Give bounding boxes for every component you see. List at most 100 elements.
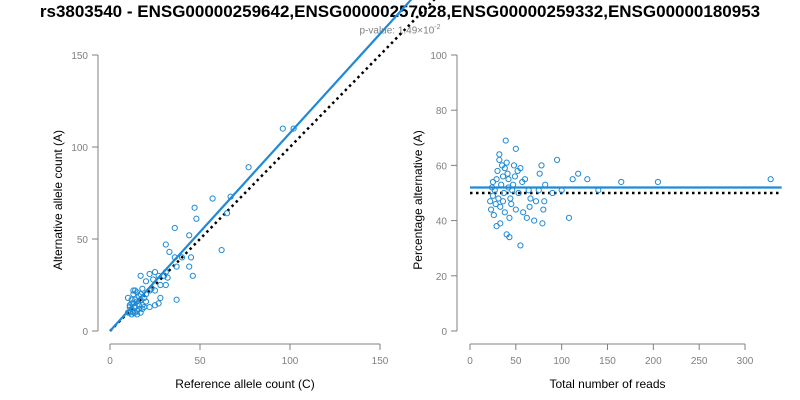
data-point: [515, 189, 522, 197]
data-point: [171, 224, 178, 232]
data-point: [538, 162, 545, 169]
data-point: [141, 294, 148, 301]
data-point: [139, 302, 146, 309]
data-point: [565, 214, 573, 221]
data-point: [124, 294, 132, 301]
data-point: [130, 291, 137, 298]
data-point: [517, 242, 524, 249]
data-point: [130, 287, 137, 294]
data-point: [150, 276, 157, 283]
data-point: [130, 300, 137, 307]
data-point: [164, 274, 171, 281]
data-point: [209, 195, 216, 202]
data-point: [512, 206, 519, 213]
data-point: [137, 291, 144, 298]
data-point: [507, 195, 514, 202]
data-point: [146, 303, 153, 311]
data-point: [500, 189, 508, 197]
data-point: [135, 305, 142, 313]
reference-line: [109, 0, 436, 332]
data-point: [141, 303, 148, 311]
fit-line: [109, 0, 413, 332]
data-point: [126, 303, 133, 311]
data-point: [146, 270, 153, 278]
x-tick-label: 150: [599, 356, 616, 367]
data-point: [132, 287, 139, 294]
pvalue-subtitle: p-value: 1.49×10-2: [0, 24, 800, 36]
data-point: [151, 302, 159, 309]
data-point: [133, 307, 141, 314]
data-point: [139, 305, 146, 313]
data-point: [497, 203, 504, 210]
data-point: [558, 187, 565, 194]
data-point: [193, 215, 200, 222]
data-point: [532, 198, 540, 205]
data-point: [508, 200, 515, 208]
x-tick-label: 100: [282, 356, 299, 367]
data-point: [767, 176, 774, 183]
pvalue-text: p-value: 1.49×10: [359, 25, 435, 37]
data-point: [506, 214, 513, 221]
x-tick-label: 0: [467, 356, 473, 367]
chart-1: 0 50 100 150 0 50 100 150 Reference allele count…: [51, 0, 436, 391]
data-point: [186, 232, 193, 239]
data-point: [497, 220, 504, 227]
data-point: [527, 195, 534, 202]
data-point: [128, 296, 135, 303]
data-point: [151, 287, 159, 294]
data-point: [505, 176, 512, 183]
data-point: [549, 189, 556, 197]
y-tick-label: 20: [436, 272, 448, 283]
data-point: [501, 165, 508, 172]
data-point: [148, 285, 155, 292]
data-point: [124, 309, 132, 316]
y-tick-label: 80: [436, 106, 448, 117]
data-point: [166, 248, 173, 255]
data-point: [542, 181, 549, 188]
y-tick-label: 40: [436, 217, 448, 228]
data-point: [496, 156, 503, 163]
data-point: [493, 223, 500, 230]
data-point: [491, 187, 498, 194]
data-point: [575, 170, 582, 177]
data-point: [541, 198, 548, 205]
x-tick-label: 0: [107, 356, 113, 367]
data-point: [142, 278, 150, 285]
y-axis-title: Alternative allele count (A): [51, 130, 65, 270]
data-point: [517, 165, 524, 172]
data-point: [499, 173, 507, 180]
data-point: [496, 151, 503, 158]
data-point: [162, 269, 169, 276]
data-point: [553, 156, 561, 163]
x-tick-label: 100: [553, 356, 570, 367]
data-point: [654, 178, 662, 186]
data-point: [279, 125, 286, 132]
data-point: [155, 272, 162, 279]
data-point: [569, 176, 576, 183]
data-point: [490, 211, 497, 219]
data-point: [132, 309, 139, 316]
x-tick-label: 300: [737, 356, 754, 367]
data-point: [189, 272, 196, 279]
data-point: [494, 167, 501, 175]
y-axis-title: Percentage alternative (A): [411, 130, 425, 269]
x-tick-label: 50: [194, 356, 206, 367]
data-point: [178, 254, 186, 261]
y-tick-label: 100: [71, 143, 88, 154]
data-point: [584, 176, 591, 183]
data-point: [139, 285, 146, 292]
x-tick-label: 200: [645, 356, 662, 367]
y-tick-label: 100: [430, 51, 447, 62]
data-point: [135, 292, 142, 300]
data-point: [510, 162, 518, 169]
data-point: [504, 170, 511, 177]
data-point: [595, 187, 602, 194]
data-point: [502, 137, 509, 144]
data-point: [186, 263, 193, 270]
y-tick-label: 150: [71, 51, 88, 62]
data-point: [151, 269, 159, 276]
data-point: [509, 181, 517, 188]
data-point: [489, 178, 497, 186]
data-point: [133, 289, 141, 296]
data-point: [492, 200, 499, 208]
